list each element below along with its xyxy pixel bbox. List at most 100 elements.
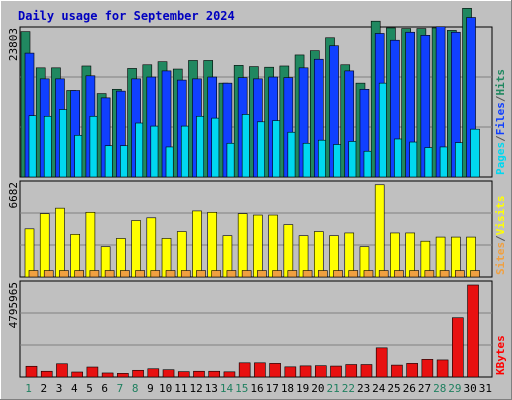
legend-entry-visits-2: Visits [494, 196, 507, 236]
bar-kbytes-kbytes-day-9 [147, 368, 160, 378]
legend-entry-hits-1: / [494, 135, 507, 142]
bar-kbytes-kbytes-day-22 [345, 364, 358, 378]
x-tick-label-day-25: 25 [387, 382, 400, 395]
y-tick-label-hits: 23803 [7, 28, 20, 61]
bar-kbytes-kbytes-day-27 [421, 359, 434, 378]
bar-visits-sites-day-4 [74, 270, 84, 278]
bar-visits-sites-day-2 [43, 270, 54, 278]
bar-visits-sites-day-11 [180, 270, 191, 278]
x-tick-label-day-18: 18 [281, 382, 294, 395]
bar-kbytes-kbytes-day-24 [375, 347, 388, 378]
legend-entry-hits-2: Files [494, 102, 507, 135]
bar-visits-visits-day-15 [237, 213, 248, 278]
legend-entry-hits-4: Hits [494, 69, 507, 96]
x-tick-label-day-5: 5 [86, 382, 93, 395]
bar-visits-visits-day-12 [192, 210, 202, 278]
x-tick-label-day-17: 17 [266, 382, 279, 395]
bar-visits-visits-day-16 [253, 214, 263, 278]
bar-visits-sites-day-3 [59, 270, 69, 278]
bar-kbytes-kbytes-day-30 [467, 284, 479, 378]
bar-visits-sites-day-21 [333, 270, 343, 278]
bar-kbytes-kbytes-day-23 [360, 364, 373, 378]
bar-visits-sites-day-27 [424, 270, 435, 278]
bar-visits-visits-day-24 [374, 184, 385, 278]
bar-visits-sites-day-17 [272, 270, 282, 278]
x-tick-label-day-21: 21 [327, 382, 340, 395]
bar-visits-visits-day-5 [85, 211, 96, 278]
x-tick-label-day-6: 6 [101, 382, 108, 395]
legend-entry-hits-0: Pages [494, 142, 507, 175]
x-tick-label-day-8: 8 [132, 382, 139, 395]
bar-visits-visits-day-11 [176, 231, 187, 278]
x-tick-label-day-9: 9 [147, 382, 154, 395]
x-tick-label-day-24: 24 [372, 382, 386, 395]
y-tick-label-visits: 6682 [7, 182, 20, 209]
x-tick-label-day-27: 27 [418, 382, 431, 395]
x-tick-label-day-30: 30 [464, 382, 477, 395]
x-tick-label-day-13: 13 [205, 382, 218, 395]
x-tick-label-day-3: 3 [56, 382, 63, 395]
bar-kbytes-kbytes-day-17 [269, 363, 281, 378]
bar-visits-sites-day-19 [302, 270, 313, 278]
bar-visits-sites-day-8 [135, 270, 145, 278]
bar-kbytes-kbytes-day-21 [330, 365, 342, 378]
x-tick-label-day-11: 11 [174, 382, 187, 395]
bar-visits-visits-day-9 [146, 217, 157, 278]
x-tick-label-day-7: 7 [117, 382, 124, 395]
bar-kbytes-kbytes-day-19 [299, 365, 312, 378]
bar-visits-visits-day-13 [207, 211, 218, 278]
bar-kbytes-kbytes-day-14 [223, 371, 236, 378]
bar-visits-visits-day-20 [313, 231, 324, 278]
x-tick-label-day-2: 2 [41, 382, 48, 395]
bar-visits-sites-day-30 [470, 270, 480, 278]
bar-visits-sites-day-5 [89, 270, 100, 278]
bar-visits-visits-day-8 [131, 220, 141, 278]
legend-visits: Sites/Visits [494, 196, 507, 276]
bar-visits-sites-day-20 [317, 270, 328, 278]
legend-kbytes: KBytes [494, 335, 507, 375]
bar-kbytes-kbytes-day-20 [314, 365, 327, 378]
legend-entry-visits-0: Sites [494, 242, 507, 275]
bar-kbytes-kbytes-day-18 [284, 366, 297, 378]
bar-visits-sites-day-16 [257, 270, 267, 278]
bar-kbytes-kbytes-day-29 [452, 317, 464, 378]
bar-visits-sites-day-10 [165, 270, 176, 278]
bar-kbytes-kbytes-day-4 [71, 371, 83, 378]
bar-kbytes-kbytes-day-5 [86, 366, 99, 378]
bar-kbytes-kbytes-day-6 [101, 372, 114, 378]
bar-kbytes-kbytes-day-25 [391, 364, 403, 378]
bar-visits-sites-day-22 [348, 270, 359, 278]
bar-visits-sites-day-23 [363, 270, 374, 278]
bar-visits-sites-day-29 [455, 270, 465, 278]
x-tick-label-day-14: 14 [220, 382, 234, 395]
x-tick-label-day-29: 29 [448, 382, 461, 395]
bar-kbytes-kbytes-day-2 [40, 370, 53, 378]
bar-visits-visits-day-3 [55, 207, 65, 278]
bar-visits-sites-day-25 [394, 270, 404, 278]
x-tick-label-day-20: 20 [311, 382, 324, 395]
x-tick-label-day-22: 22 [342, 382, 355, 395]
bar-visits-visits-day-2 [39, 213, 50, 278]
bar-kbytes-kbytes-day-26 [406, 363, 418, 378]
x-tick-label-day-12: 12 [189, 382, 202, 395]
bar-visits-sites-day-14 [226, 270, 237, 278]
y-tick-label-kbytes: 4795965 [7, 282, 20, 328]
bar-visits-sites-day-28 [439, 270, 450, 278]
bar-visits-sites-day-7 [120, 270, 130, 278]
bar-visits-sites-day-15 [241, 270, 252, 278]
bar-visits-sites-day-9 [150, 270, 161, 278]
bar-kbytes-kbytes-day-11 [177, 371, 190, 378]
bar-visits-sites-day-12 [196, 270, 206, 278]
bar-kbytes-kbytes-day-1 [25, 365, 38, 378]
bar-kbytes-kbytes-day-12 [193, 370, 205, 378]
legend-entry-visits-1: / [494, 235, 507, 242]
plot-area-kbytes [19, 280, 493, 378]
x-tick-label-day-10: 10 [159, 382, 172, 395]
bar-kbytes-kbytes-day-28 [436, 359, 449, 378]
chart-title: Daily usage for September 2024 [18, 9, 235, 23]
bar-visits-sites-day-26 [409, 270, 419, 278]
bar-kbytes-kbytes-day-3 [56, 363, 68, 378]
x-tick-label-day-19: 19 [296, 382, 309, 395]
